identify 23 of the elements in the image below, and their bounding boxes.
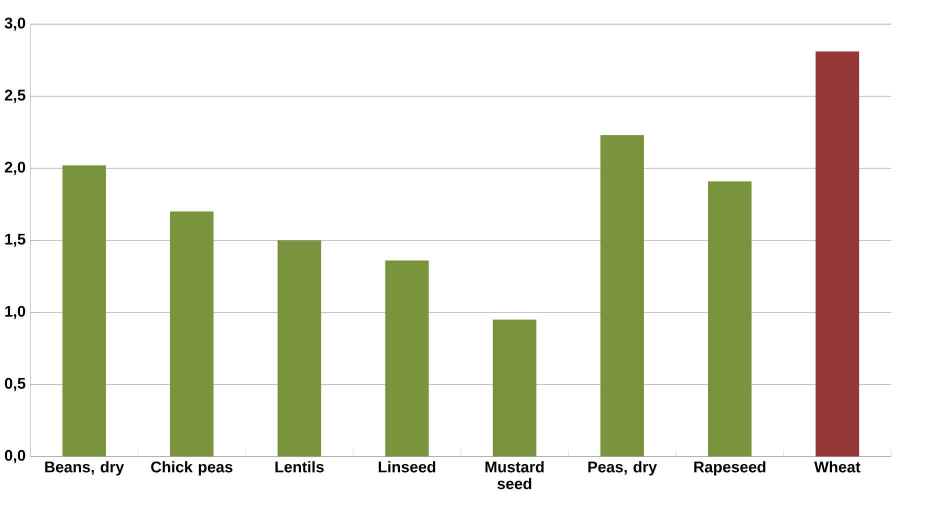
bar bbox=[816, 52, 860, 457]
x-tick-label: Chick peas bbox=[151, 461, 232, 476]
bar bbox=[278, 240, 322, 457]
bar bbox=[492, 320, 536, 457]
bar bbox=[62, 166, 106, 457]
bar bbox=[170, 212, 214, 457]
y-tick-label: 1,0 bbox=[5, 306, 26, 320]
x-tick-label: Mustard seed bbox=[486, 461, 544, 490]
x-tick-label: Lentils bbox=[275, 461, 324, 473]
x-tick-label: Linseed bbox=[378, 461, 436, 473]
y-tick-label: 3,0 bbox=[4, 18, 26, 31]
y-tick-label: 2,0 bbox=[4, 162, 26, 176]
bar bbox=[385, 260, 429, 457]
y-tick-label: 0,0 bbox=[4, 450, 26, 464]
bar bbox=[600, 135, 644, 457]
y-tick-label: 1,5 bbox=[5, 234, 26, 248]
x-tick-label: Peas, dry bbox=[588, 461, 657, 476]
y-tick-label: 0,5 bbox=[4, 378, 26, 392]
bar bbox=[708, 181, 752, 457]
x-tick-label: Beans, dry bbox=[45, 461, 124, 476]
x-tick-label: Rapeseed bbox=[694, 461, 766, 476]
y-tick-label: 2,5 bbox=[4, 90, 26, 104]
x-tick-label: Wheat bbox=[814, 461, 860, 473]
